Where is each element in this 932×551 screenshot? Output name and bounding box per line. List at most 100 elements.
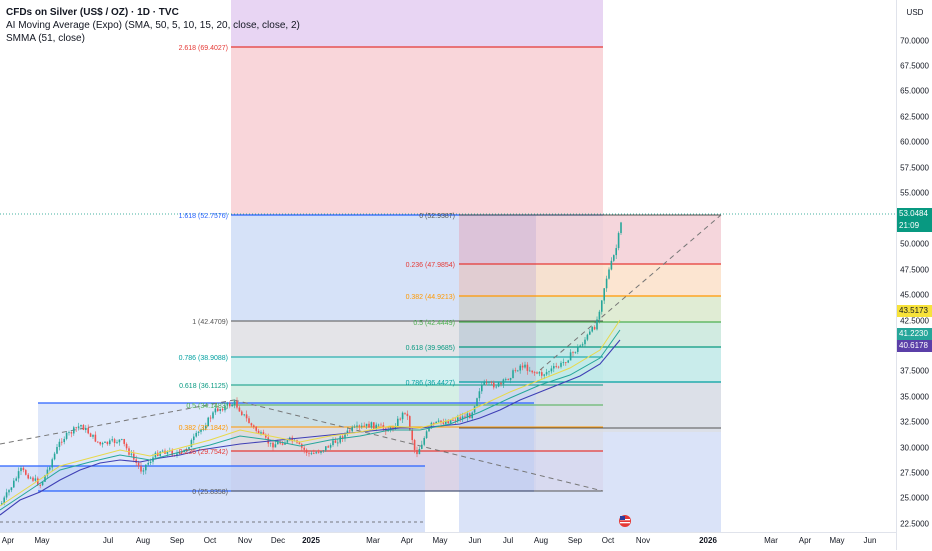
us-flag-icon[interactable] (619, 515, 631, 527)
y-tick: 47.5000 (900, 265, 929, 275)
candle-body (161, 450, 164, 452)
candle-body (399, 418, 401, 420)
fib-label: 2.618 (69.4027) (179, 45, 228, 52)
candle-body (461, 416, 464, 420)
candle-body (560, 362, 562, 367)
fib-label: 0.382 (32.1842) (179, 425, 228, 432)
x-tick: Jun (863, 536, 877, 545)
time-axis[interactable]: Apr May Jul Aug Sep Oct Nov Dec 2025 Mar… (0, 532, 896, 551)
candle-body (25, 470, 27, 475)
candle-body (351, 427, 353, 432)
candle-body (409, 416, 411, 430)
candle-body (166, 450, 169, 454)
candle-body (317, 452, 320, 454)
candle-body (49, 467, 51, 470)
candle-body (454, 420, 457, 422)
candle-body (291, 437, 293, 442)
candle-body (125, 443, 128, 449)
candle-body (190, 440, 193, 448)
candle-body (533, 372, 536, 374)
candle-body (281, 443, 284, 445)
candle-body (353, 426, 356, 428)
y-tick: 27.5000 (900, 468, 929, 478)
candle-body (548, 371, 550, 373)
y-tick: 67.5000 (900, 61, 929, 71)
candle-body (202, 428, 205, 430)
x-tick: Nov (237, 536, 253, 545)
candle-body (473, 406, 476, 413)
candle-body (116, 442, 118, 444)
candle-body (387, 430, 389, 432)
x-tick: Sep (567, 536, 583, 545)
x-tick: Mar (366, 536, 380, 545)
candle-body (236, 400, 238, 408)
ai-ma-yellow-line (0, 319, 621, 507)
candle-body (260, 432, 262, 434)
fib-label: 0.236 (29.7542) (179, 449, 228, 456)
candle-body (620, 222, 622, 234)
candle-body (284, 442, 286, 445)
candle-body (464, 416, 466, 418)
candle-body (289, 437, 291, 440)
candle-body (500, 382, 502, 385)
candle-body (401, 412, 404, 420)
candle-body (121, 438, 123, 440)
candle-body (541, 372, 543, 376)
fib-label: 0.786 (38.9088) (179, 355, 228, 362)
indicator-smma[interactable]: SMMA (51, close) (6, 33, 85, 44)
candle-body (15, 478, 17, 481)
candle-body (344, 433, 346, 439)
candle-body (104, 441, 106, 443)
candle-body (421, 444, 423, 449)
candle-body (358, 425, 361, 427)
candle-body (75, 427, 77, 429)
symbol-title[interactable]: CFDs on Silver (US$ / OZ) · 1D · TVC (6, 7, 179, 18)
candle-body (572, 352, 574, 354)
candle-body (322, 450, 325, 452)
candle-body (452, 419, 454, 421)
candle-body (536, 372, 538, 374)
candle-body (226, 403, 229, 406)
currency-label[interactable]: USD (906, 8, 924, 17)
x-tick: Apr (400, 536, 414, 545)
candle-body (368, 423, 370, 428)
fib-lower-labels: 0 (52.9387) 0.236 (47.9854) 0.382 (44.92… (406, 213, 455, 387)
indicator-ai-ma[interactable]: AI Moving Average (Expo) (SMA, 50, 5, 10… (6, 20, 300, 31)
candle-body (257, 430, 260, 434)
candle-body (404, 412, 406, 414)
candle-body (241, 411, 243, 415)
candle-body (159, 451, 161, 456)
last-price-badge: 53.0484 (897, 208, 932, 220)
x-tick: Jul (102, 536, 114, 545)
candle-body (118, 439, 121, 443)
candle-body (332, 440, 334, 446)
price-axis[interactable]: USD 70.0000 67.5000 65.0000 62.5000 60.0… (896, 0, 932, 550)
candle-body (478, 391, 481, 399)
candle-body (413, 440, 416, 450)
candle-body (94, 434, 97, 442)
candle-body (70, 432, 73, 434)
fib-label: 0 (52.9387) (419, 213, 455, 220)
trend-lines (0, 214, 722, 492)
candle-body (613, 255, 615, 261)
candle-body (423, 438, 425, 445)
candle-body (63, 438, 65, 443)
candle-body (130, 453, 133, 455)
candle-body (418, 448, 421, 455)
y-tick: 62.5000 (900, 112, 929, 122)
x-tick: Nov (635, 536, 651, 545)
x-tick: Dec (270, 536, 286, 545)
candle-body (219, 408, 221, 412)
candle-body (349, 430, 351, 432)
candle-body (233, 400, 236, 405)
y-tick: 45.0000 (900, 290, 929, 300)
fib-label: 0.786 (36.4427) (406, 380, 455, 387)
candle-body (370, 422, 373, 428)
candle-body (77, 426, 80, 429)
chart-legend: CFDs on Silver (US$ / OZ) · 1D · TVC AI … (6, 6, 300, 45)
candle-body (397, 418, 399, 427)
candle-body (212, 412, 214, 419)
candle-body (574, 351, 577, 353)
candle-body (313, 453, 315, 455)
